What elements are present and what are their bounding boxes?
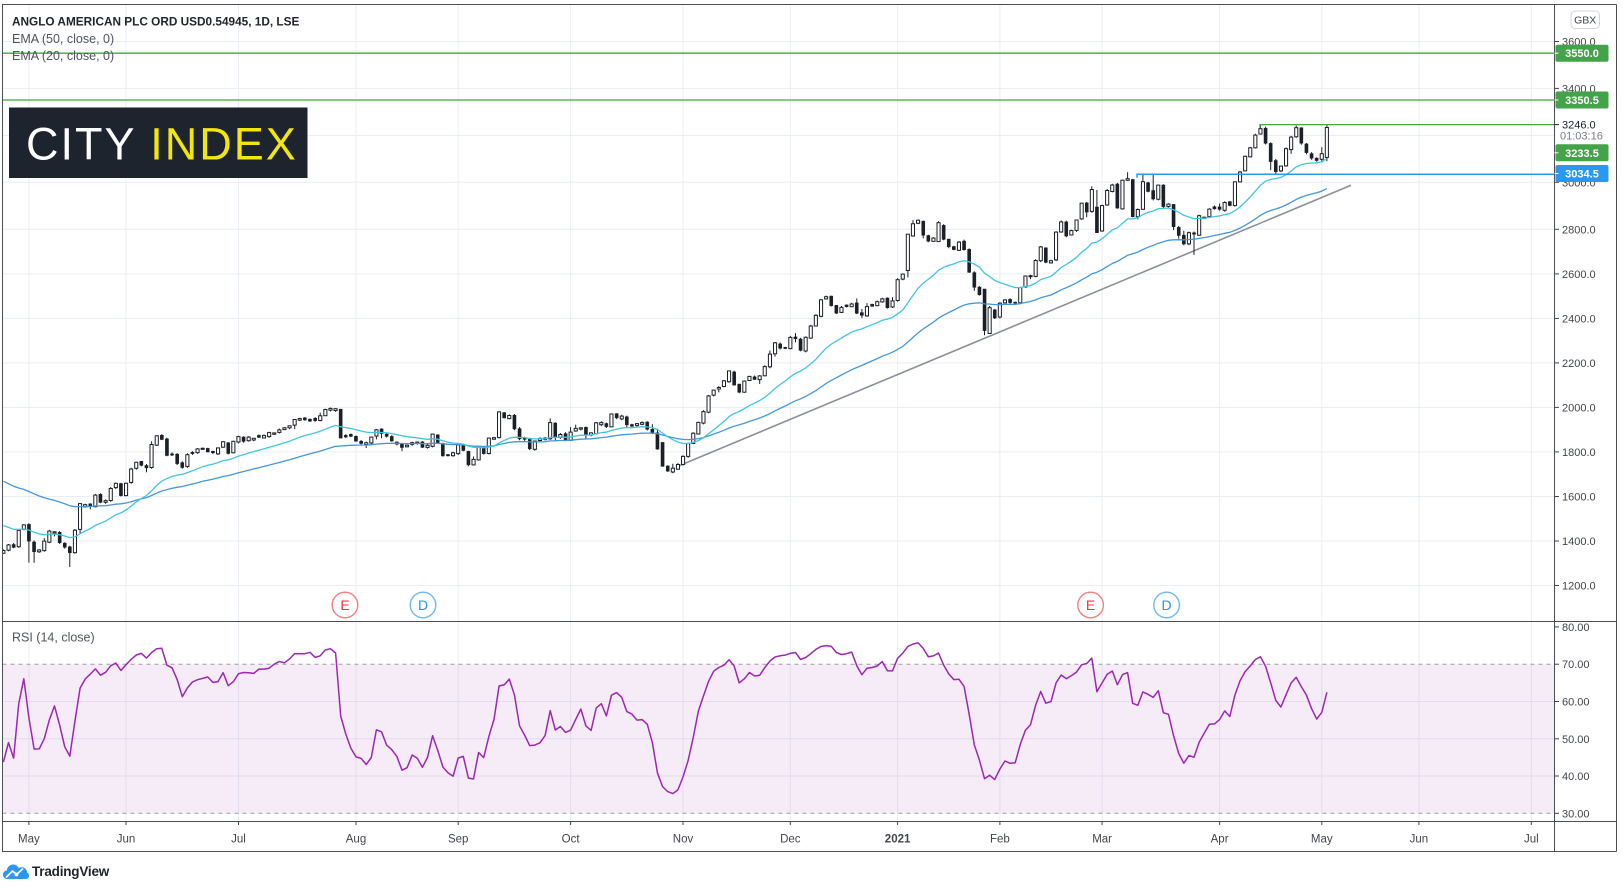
svg-text:1600.0: 1600.0 (1562, 492, 1596, 504)
svg-text:30.00: 30.00 (1562, 808, 1590, 820)
svg-text:80.00: 80.00 (1562, 622, 1590, 634)
svg-text:3550.0: 3550.0 (1565, 48, 1599, 60)
svg-text:40.00: 40.00 (1562, 771, 1590, 783)
svg-text:Dec: Dec (780, 834, 801, 846)
svg-text:2021: 2021 (885, 834, 911, 846)
svg-text:3034.5: 3034.5 (1565, 169, 1599, 181)
svg-text:70.00: 70.00 (1562, 659, 1590, 671)
svg-text:EMA (50, close, 0): EMA (50, close, 0) (12, 32, 114, 46)
svg-text:Jun: Jun (117, 834, 136, 846)
svg-text:Jul: Jul (1524, 834, 1539, 846)
svg-text:3350.5: 3350.5 (1565, 95, 1599, 107)
svg-text:RSI (14, close): RSI (14, close) (12, 631, 95, 645)
svg-text:3246.0: 3246.0 (1562, 120, 1596, 132)
svg-text:Mar: Mar (1092, 834, 1112, 846)
svg-text:01:03:16: 01:03:16 (1560, 131, 1603, 143)
svg-text:Jun: Jun (1410, 834, 1429, 846)
svg-text:Oct: Oct (562, 834, 581, 846)
svg-text:2200.0: 2200.0 (1562, 358, 1596, 370)
svg-text:D: D (1162, 597, 1172, 613)
svg-text:2000.0: 2000.0 (1562, 402, 1596, 414)
svg-text:CITY INDEX: CITY INDEX (26, 119, 298, 170)
svg-text:Sep: Sep (448, 834, 468, 846)
svg-text:60.00: 60.00 (1562, 697, 1590, 709)
svg-text:May: May (1311, 834, 1333, 846)
svg-text:Jul: Jul (231, 834, 246, 846)
svg-text:E: E (340, 597, 349, 613)
svg-text:Aug: Aug (346, 834, 366, 846)
svg-text:2400.0: 2400.0 (1562, 313, 1596, 325)
svg-text:GBX: GBX (1574, 15, 1596, 27)
svg-text:ANGLO AMERICAN PLC ORD USD0.54: ANGLO AMERICAN PLC ORD USD0.54945, 1D, L… (12, 15, 299, 29)
svg-text:D: D (418, 597, 428, 613)
svg-text:E: E (1086, 597, 1095, 613)
svg-text:May: May (18, 834, 40, 846)
svg-text:1800.0: 1800.0 (1562, 447, 1596, 459)
svg-text:2600.0: 2600.0 (1562, 269, 1596, 281)
svg-text:1200.0: 1200.0 (1562, 581, 1596, 593)
svg-text:TradingView: TradingView (32, 864, 110, 879)
svg-text:EMA (20, close, 0): EMA (20, close, 0) (12, 49, 114, 63)
svg-text:Feb: Feb (990, 834, 1010, 846)
svg-text:3233.5: 3233.5 (1565, 148, 1599, 160)
svg-text:Apr: Apr (1211, 834, 1229, 846)
svg-text:50.00: 50.00 (1562, 734, 1590, 746)
svg-text:2800.0: 2800.0 (1562, 224, 1596, 236)
svg-text:1400.0: 1400.0 (1562, 536, 1596, 548)
svg-text:Nov: Nov (673, 834, 694, 846)
